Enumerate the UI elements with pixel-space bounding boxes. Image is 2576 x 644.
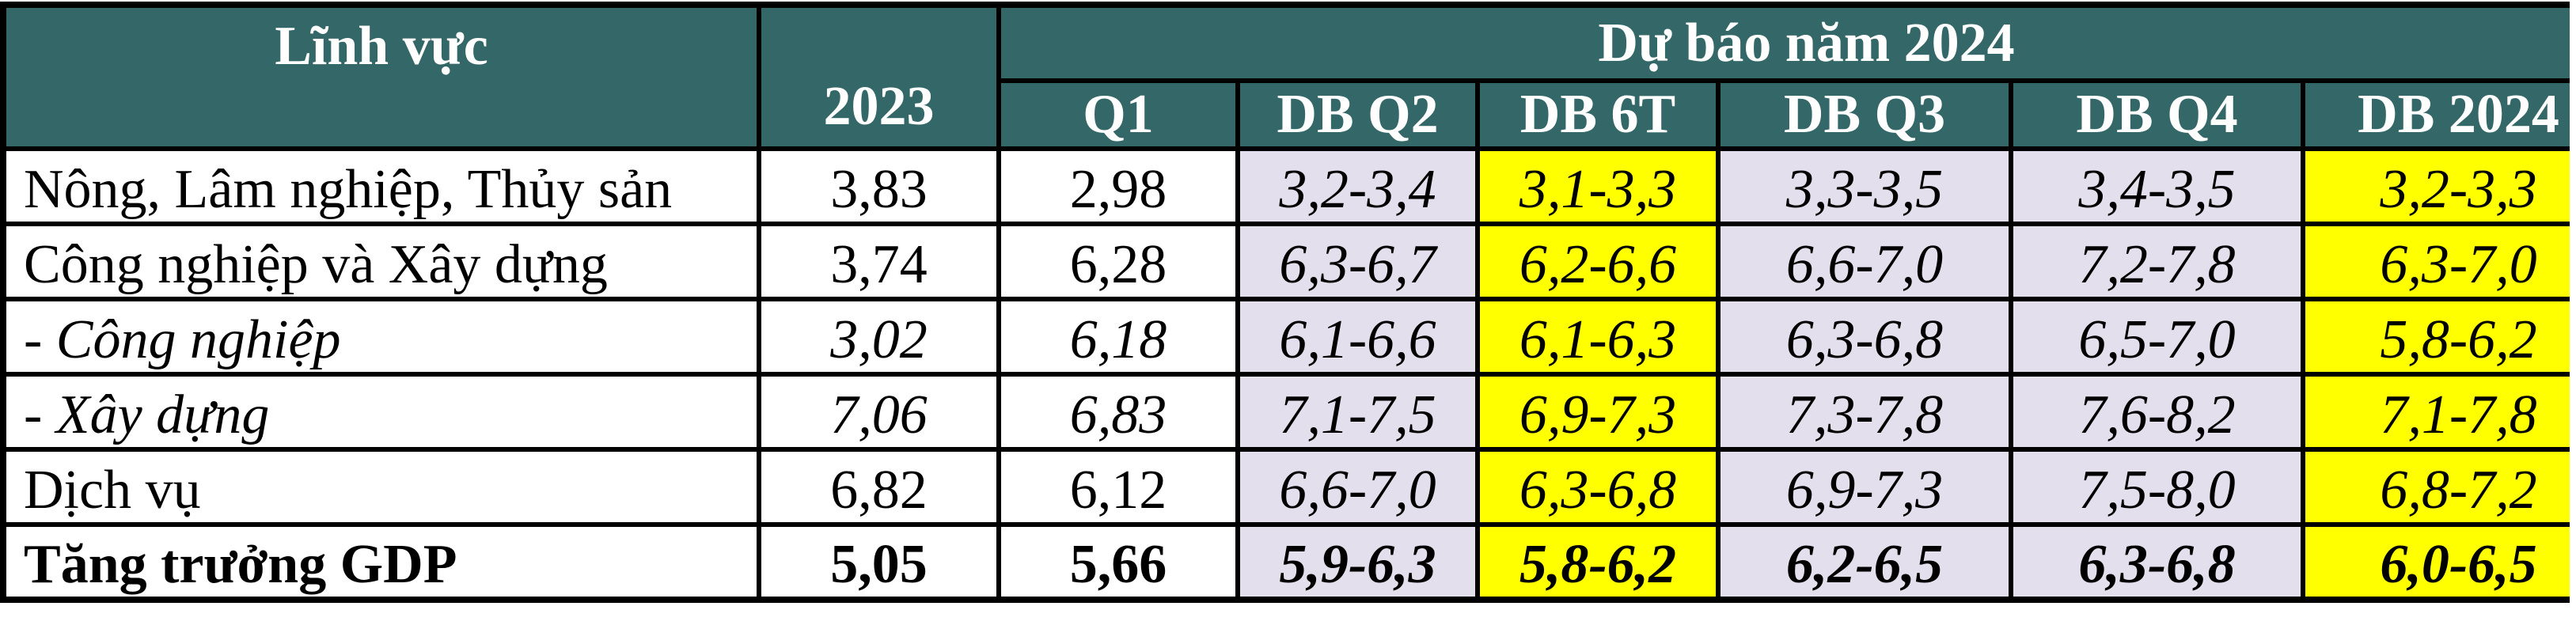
value-cell-db-q2: 3,2-3,4 xyxy=(1235,146,1480,226)
value-cell-db-q2: 7,1-7,5 xyxy=(1235,372,1480,452)
value-cell-2023: 5,05 xyxy=(757,522,1001,602)
value-cell-db-q2: 6,1-6,6 xyxy=(1235,297,1480,377)
col-header-db-q3: DB Q3 xyxy=(1716,78,2013,151)
value-cell-db-2024: 6,0-6,5 xyxy=(2300,522,2570,602)
value-cell-db-2024: 6,3-7,0 xyxy=(2300,222,2570,301)
value-cell-db-q3: 6,6-7,0 xyxy=(1716,222,2013,301)
value-cell-db-2024: 3,2-3,3 xyxy=(2300,146,2570,226)
gdp-forecast-table: Lĩnh vực 2023 Dự báo năm 2024 Q1 DB Q2 D… xyxy=(0,2,2570,603)
value-cell-db-q4: 3,4-3,5 xyxy=(2009,146,2305,226)
value-cell-2023: 3,83 xyxy=(757,146,1001,226)
row-name-cell: Dịch vụ xyxy=(1,447,761,527)
header-row-group: Lĩnh vực 2023 Dự báo năm 2024 xyxy=(1,2,2570,151)
value-cell-q1: 6,12 xyxy=(996,447,1240,527)
value-cell-db-6t: 3,1-3,3 xyxy=(1475,146,1720,226)
value-cell-db-q4: 6,3-6,8 xyxy=(2009,522,2305,602)
col-header-db-q2: DB Q2 xyxy=(1235,78,1480,151)
row-name-cell: - Công nghiệp xyxy=(1,297,761,377)
value-cell-db-q3: 6,3-6,8 xyxy=(1716,297,2013,377)
row-name-cell: Công nghiệp và Xây dựng xyxy=(1,222,761,301)
table-row-agriculture: Nông, Lâm nghiệp, Thủy sản 3,83 2,98 3,2… xyxy=(1,146,2570,226)
table-row-industry: - Công nghiệp 3,02 6,18 6,1-6,6 6,1-6,3 … xyxy=(1,297,2570,377)
value-cell-2023: 6,82 xyxy=(757,447,1001,527)
value-cell-db-q3: 3,3-3,5 xyxy=(1716,146,2013,226)
value-cell-q1: 6,83 xyxy=(996,372,1240,452)
col-header-db-2024: DB 2024 xyxy=(2300,78,2570,151)
col-header-sector: Lĩnh vực xyxy=(1,2,761,151)
value-cell-db-6t: 6,1-6,3 xyxy=(1475,297,1720,377)
value-cell-2023: 3,74 xyxy=(757,222,1001,301)
value-cell-db-q2: 5,9-6,3 xyxy=(1235,522,1480,602)
table-row-construction: - Xây dựng 7,06 6,83 7,1-7,5 6,9-7,3 7,3… xyxy=(1,372,2570,452)
value-cell-db-2024: 5,8-6,2 xyxy=(2300,297,2570,377)
value-cell-db-q2: 6,6-7,0 xyxy=(1235,447,1480,527)
value-cell-db-q4: 7,6-8,2 xyxy=(2009,372,2305,452)
value-cell-db-6t: 6,9-7,3 xyxy=(1475,372,1720,452)
row-name-cell: Nông, Lâm nghiệp, Thủy sản xyxy=(1,146,761,226)
value-cell-db-q3: 6,9-7,3 xyxy=(1716,447,2013,527)
header-row-sub: Q1 DB Q2 DB 6T DB Q3 DB Q4 DB 2024 xyxy=(3,78,2570,151)
value-cell-2023: 7,06 xyxy=(757,372,1001,452)
col-header-db-6t: DB 6T xyxy=(1475,78,1720,151)
value-cell-db-q4: 6,5-7,0 xyxy=(2009,297,2305,377)
value-cell-q1: 5,66 xyxy=(996,522,1240,602)
value-cell-2023: 3,02 xyxy=(757,297,1001,377)
table-row-gdp-growth: Tăng trưởng GDP 5,05 5,66 5,9-6,3 5,8-6,… xyxy=(1,522,2570,602)
value-cell-db-6t: 5,8-6,2 xyxy=(1475,522,1720,602)
col-header-q1: Q1 xyxy=(996,78,1240,151)
table-row-industry-construction: Công nghiệp và Xây dựng 3,74 6,28 6,3-6,… xyxy=(1,222,2570,301)
value-cell-db-q2: 6,3-6,7 xyxy=(1235,222,1480,301)
table-row-services: Dịch vụ 6,82 6,12 6,6-7,0 6,3-6,8 6,9-7,… xyxy=(1,447,2570,527)
value-cell-q1: 2,98 xyxy=(996,146,1240,226)
row-name-cell: Tăng trưởng GDP xyxy=(1,522,761,602)
value-cell-q1: 6,28 xyxy=(996,222,1240,301)
value-cell-db-q3: 6,2-6,5 xyxy=(1716,522,2013,602)
value-cell-db-6t: 6,3-6,8 xyxy=(1475,447,1720,527)
row-name-cell: - Xây dựng xyxy=(1,372,761,452)
value-cell-db-q3: 7,3-7,8 xyxy=(1716,372,2013,452)
value-cell-db-2024: 7,1-7,8 xyxy=(2300,372,2570,452)
value-cell-db-q4: 7,2-7,8 xyxy=(2009,222,2305,301)
col-header-db-q4: DB Q4 xyxy=(2009,78,2305,151)
col-header-2023: 2023 xyxy=(757,2,1001,151)
value-cell-db-6t: 6,2-6,6 xyxy=(1475,222,1720,301)
value-cell-db-2024: 6,8-7,2 xyxy=(2300,447,2570,527)
value-cell-db-q4: 7,5-8,0 xyxy=(2009,447,2305,527)
value-cell-q1: 6,18 xyxy=(996,297,1240,377)
col-header-forecast-2024-group: Dự báo năm 2024 xyxy=(996,2,2570,83)
